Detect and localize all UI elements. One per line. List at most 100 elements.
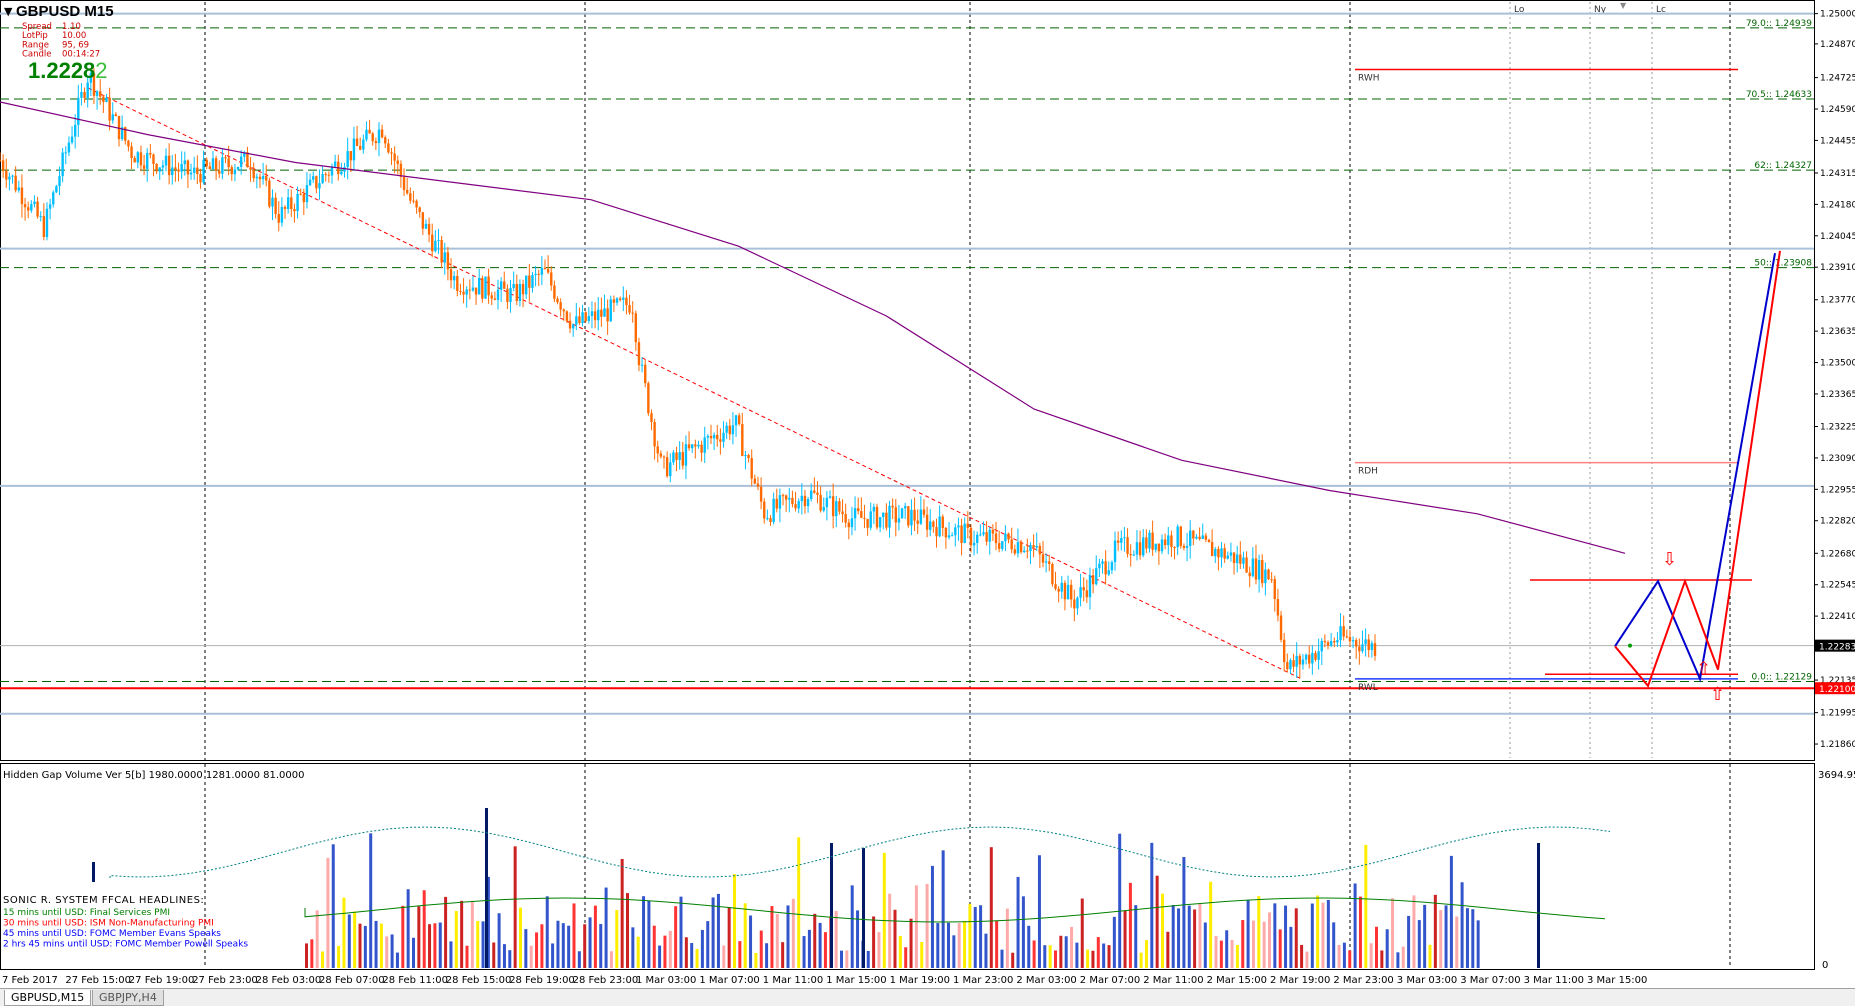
volume-bar (1278, 929, 1282, 968)
candle-body (947, 535, 951, 538)
candle-body (1157, 543, 1161, 552)
candle-body (343, 167, 346, 172)
candle-body (1182, 545, 1186, 548)
candle-body (615, 298, 619, 303)
volume-bar (1449, 855, 1453, 968)
candle-body (1054, 584, 1057, 589)
candle-body (233, 169, 237, 175)
volume-bar (593, 905, 597, 968)
candle-body (806, 498, 810, 507)
candle-body (340, 171, 343, 175)
candle-body (83, 92, 86, 98)
candle-body (1261, 560, 1264, 584)
candle-body (622, 297, 625, 300)
candle-body (462, 291, 465, 295)
volume-bar (1203, 922, 1207, 968)
time-tick-label: 1 Mar 19:00 (890, 975, 950, 986)
volume-spike (485, 808, 488, 968)
news-panel: SONIC R. SYSTEM FFCAL HEADLINES: 15 mins… (3, 895, 248, 950)
volume-bar (749, 915, 753, 968)
candle-body (236, 166, 240, 170)
volume-bar (807, 929, 811, 968)
candle-body (737, 415, 741, 424)
candle-body (537, 273, 540, 275)
volume-bar (1064, 936, 1068, 968)
candle-body (694, 444, 697, 447)
chart-menu-arrow-icon[interactable]: ▼ (4, 5, 13, 18)
volume-bar (1070, 926, 1074, 968)
volume-bar (1417, 920, 1421, 968)
tab-gbpusd-m15[interactable]: GBPUSD,M15 (4, 990, 92, 1006)
candle-body (1116, 540, 1120, 543)
candle-body (1286, 662, 1289, 670)
candle-body (155, 163, 158, 172)
volume-bar (636, 936, 640, 968)
volume-bar (583, 924, 587, 968)
candle-body (1098, 563, 1101, 569)
candle-body (1010, 539, 1013, 550)
candle-body (117, 115, 121, 140)
candle-body (1329, 640, 1333, 646)
candle-body (42, 216, 46, 238)
volume-bar (840, 950, 843, 968)
candle-body (1295, 655, 1298, 667)
candle-body (120, 127, 124, 140)
volume-bar (1150, 842, 1154, 968)
candle-body (20, 187, 24, 205)
candle-body (1088, 575, 1092, 598)
candle-body (1320, 640, 1323, 652)
candle-body (352, 138, 356, 161)
candle-body (559, 302, 562, 310)
time-tick-label: 28 Feb 23:00 (573, 975, 639, 986)
volume-bar (481, 921, 485, 968)
volume-bar (417, 906, 421, 968)
volume-bar (1358, 896, 1362, 968)
session-marker-icon: ▼ (1620, 1, 1627, 10)
volume-bar (786, 905, 790, 968)
volume-bar (781, 942, 785, 968)
volume-bar (920, 942, 924, 968)
candle-body (8, 176, 11, 180)
candle-body (387, 143, 390, 153)
volume-bar (412, 937, 415, 968)
candle-body (653, 422, 656, 447)
candle-body (1007, 533, 1010, 540)
candle-body (1264, 569, 1267, 584)
candle-body (568, 320, 572, 329)
candle-body (941, 516, 944, 528)
candle-body (640, 364, 644, 366)
candle-body (114, 114, 118, 116)
candle-body (1060, 582, 1063, 592)
candle-body (446, 252, 450, 270)
volume-bar (1316, 895, 1320, 968)
candle-body (484, 276, 487, 299)
candle-body (177, 169, 180, 172)
volume-spike (862, 848, 865, 968)
candle-body (271, 197, 274, 207)
candle-body (850, 518, 854, 528)
price-tick-label: 1.25000 (1820, 10, 1855, 20)
candle-body (493, 298, 497, 300)
candle-body (1220, 548, 1223, 558)
bid-price-tag-label: 1.22283 (1819, 643, 1855, 653)
candle-body (678, 452, 681, 460)
candle-body (390, 152, 393, 154)
candle-body (860, 511, 863, 518)
candle-body (1358, 646, 1361, 652)
candle-body (634, 313, 638, 343)
info-line: Spread 1.10 (22, 22, 81, 32)
candle-body (1185, 545, 1189, 548)
candle-body (863, 517, 866, 519)
tab-gbpjpy-h4[interactable]: GBPJPY,H4 (92, 990, 164, 1006)
candle-body (1361, 644, 1364, 652)
candle-body (725, 425, 728, 433)
candle-body (1066, 584, 1070, 600)
volume-bar (1471, 909, 1475, 968)
candle-body (900, 508, 904, 519)
candle-body (797, 501, 800, 509)
volume-bar (1326, 899, 1330, 968)
candle-body (521, 284, 525, 295)
candle-body (681, 452, 685, 466)
candle-body (0, 160, 2, 162)
